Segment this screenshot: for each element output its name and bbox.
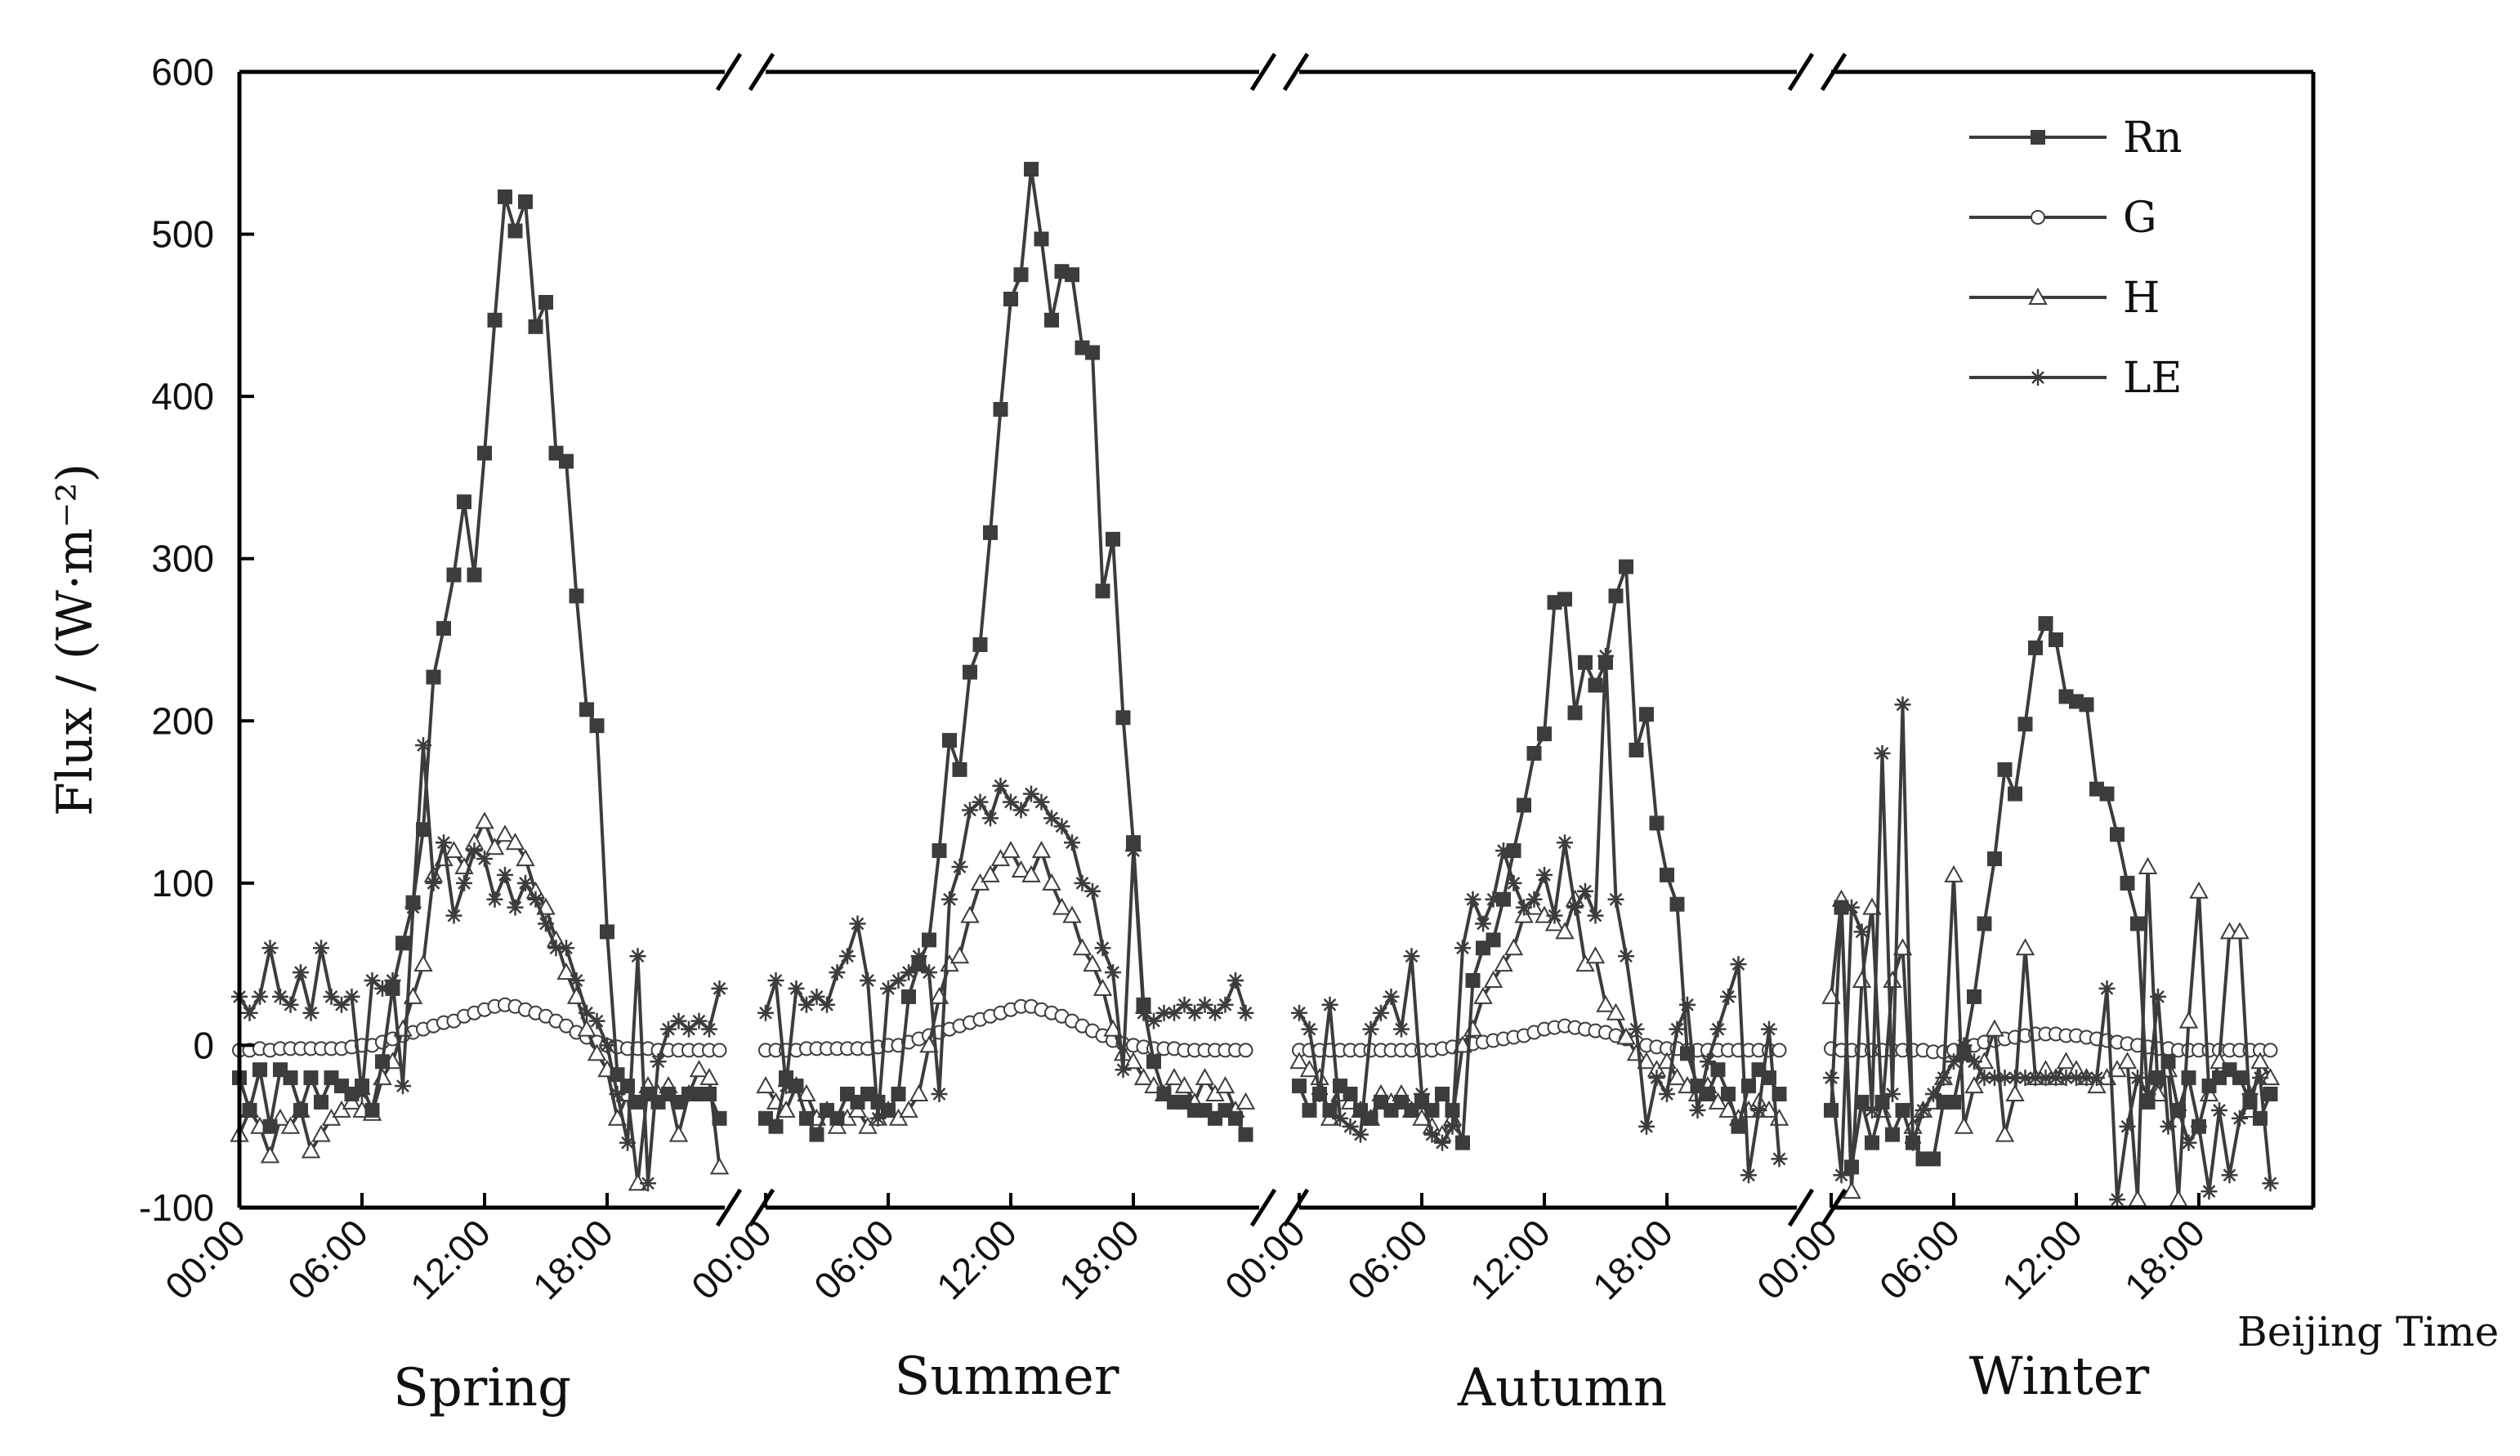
legend-item-h: H	[1969, 274, 2160, 323]
series-g-winter	[1824, 1026, 2278, 1060]
y-tick-label: 300	[151, 538, 214, 580]
x-tick-label: 06:00	[1339, 1211, 1436, 1307]
series-le-summer	[757, 777, 1254, 1127]
y-tick-label: 400	[151, 375, 214, 418]
axis-break-3-top	[1787, 52, 1848, 92]
axis-break-1-top	[715, 52, 775, 92]
x-tick-label: 00:00	[1217, 1211, 1313, 1307]
x-tick-label: 06:00	[1871, 1211, 1968, 1307]
x-axis-label: Beijing Time	[2237, 1308, 2499, 1356]
season-label-summer: Summer	[895, 1347, 1119, 1407]
panel-autumn	[1291, 559, 1788, 1184]
y-tick-label: 200	[151, 699, 214, 742]
legend-label: G	[2123, 194, 2157, 243]
axis-break-3-bottom	[1787, 1188, 1848, 1227]
legend-label: Rn	[2123, 114, 2183, 163]
y-tick-label: 100	[151, 862, 214, 904]
plot-frame	[237, 52, 2316, 1227]
y-tick-label: 0	[193, 1024, 214, 1066]
season-label-autumn: Autumn	[1457, 1358, 1667, 1418]
series-h-autumn	[1299, 900, 1780, 1135]
season-label-winter: Winter	[1969, 1347, 2150, 1407]
x-tick-label: 12:00	[1462, 1211, 1558, 1307]
x-tick-label: 12:00	[402, 1211, 498, 1307]
panel-summer	[757, 162, 1254, 1142]
x-tick-label: 18:00	[1051, 1211, 1147, 1307]
legend-item-le: LE	[1969, 354, 2183, 403]
axis-break-1-bottom	[715, 1188, 775, 1227]
series-rn-autumn	[1292, 559, 1787, 1150]
series-rn-spring	[232, 189, 727, 1134]
series-le-autumn	[1291, 647, 1788, 1184]
y-tick-label: -100	[139, 1186, 214, 1229]
x-tick-label: 00:00	[1749, 1211, 1845, 1307]
x-tick-label: 12:00	[928, 1211, 1025, 1307]
x-tick-label: 06:00	[279, 1211, 376, 1307]
season-label-spring: Spring	[393, 1358, 571, 1418]
legend-item-g: G	[1969, 194, 2157, 243]
series-le-spring	[231, 737, 728, 1192]
x-tick-label: 00:00	[683, 1211, 780, 1307]
axis-break-2-bottom	[1249, 1188, 1310, 1227]
series-rn-winter	[1824, 616, 2278, 1175]
axis-break-2-top	[1249, 52, 1310, 92]
series-h-summer	[766, 851, 1246, 1127]
y-tick-label: 600	[151, 51, 214, 93]
panel-spring	[231, 189, 728, 1192]
x-tick-label: 18:00	[1584, 1211, 1681, 1307]
panel-winter	[1824, 616, 2278, 1208]
x-tick-label: 06:00	[806, 1211, 902, 1307]
x-tick-label: 18:00	[2116, 1211, 2213, 1307]
legend-label: LE	[2123, 354, 2183, 403]
x-tick-label: 18:00	[525, 1211, 621, 1307]
legend-item-rn: Rn	[1969, 114, 2183, 163]
series-rn-summer	[758, 162, 1253, 1142]
x-tick-label: 12:00	[1994, 1211, 2090, 1307]
y-axis-label: Flux / (W·m⁻²)	[47, 463, 104, 816]
legend: Rn GH LE	[1969, 114, 2183, 403]
legend-label: H	[2123, 274, 2160, 323]
y-tick-label: 500	[151, 213, 214, 256]
